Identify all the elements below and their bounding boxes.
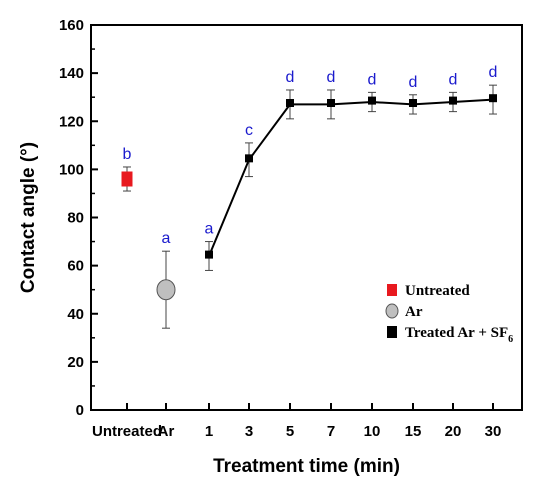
significance-label: a (205, 221, 214, 238)
series-0 (121, 166, 133, 192)
y-tick-label: 0 (76, 402, 84, 419)
legend-marker (387, 326, 397, 338)
data-point (409, 99, 417, 108)
x-tick-label: 7 (327, 423, 335, 440)
significance-label: d (409, 74, 418, 91)
x-tick-label: 10 (364, 423, 381, 440)
legend-marker (385, 303, 399, 319)
x-tick-label: 15 (405, 423, 422, 440)
x-tick-label: 30 (485, 423, 502, 440)
x-tick-label: Untreated (92, 423, 162, 440)
legend-label: Treated Ar + SF6 (405, 325, 513, 345)
significance-label: c (245, 122, 253, 139)
y-tick-label: 40 (67, 306, 84, 323)
data-point (121, 171, 133, 187)
data-point (156, 279, 176, 301)
significance-labels: b a a c d d d d d d (123, 64, 498, 247)
series-line (208, 98, 494, 257)
x-tick-label: 3 (245, 423, 253, 440)
y-axis-title: Contact angle (°) (18, 142, 39, 293)
significance-label: d (449, 71, 458, 88)
significance-label: d (327, 69, 336, 86)
legend-marker (387, 284, 397, 296)
y-tick-label: 120 (59, 113, 84, 130)
y-tick-label: 20 (67, 354, 84, 371)
significance-label: d (286, 69, 295, 86)
legend-label-text: Treated Ar + SF (405, 325, 508, 341)
series-1 (156, 250, 176, 329)
legend-label: Untreated (405, 283, 470, 299)
significance-label: b (123, 146, 132, 163)
data-point (368, 96, 376, 105)
legend-label-subscript: 6 (508, 334, 513, 345)
data-point (286, 99, 294, 108)
legend-label: Ar (405, 304, 423, 320)
significance-label: a (162, 230, 171, 247)
x-tick-label: 20 (445, 423, 462, 440)
x-axis-title: Treatment time (min) (213, 456, 400, 477)
y-tick-label: 160 (59, 17, 84, 34)
y-tick-label: 100 (59, 161, 84, 178)
data-point (205, 250, 213, 259)
data-point (449, 96, 457, 105)
x-tick-label: 1 (205, 423, 213, 440)
x-tick-label: Ar (158, 423, 175, 440)
series-2 (205, 84, 497, 271)
data-point (245, 154, 253, 163)
y-tick-label: 60 (67, 258, 84, 275)
legend: Untreated Ar Treated Ar + SF6 (385, 283, 513, 345)
x-tick-label: 5 (286, 423, 294, 440)
y-tick-label: 80 (67, 210, 84, 227)
significance-label: d (368, 71, 377, 88)
y-tick-label: 140 (59, 65, 84, 82)
data-point (327, 99, 335, 108)
data-point (489, 94, 497, 103)
significance-label: d (489, 64, 498, 81)
series (121, 84, 497, 329)
